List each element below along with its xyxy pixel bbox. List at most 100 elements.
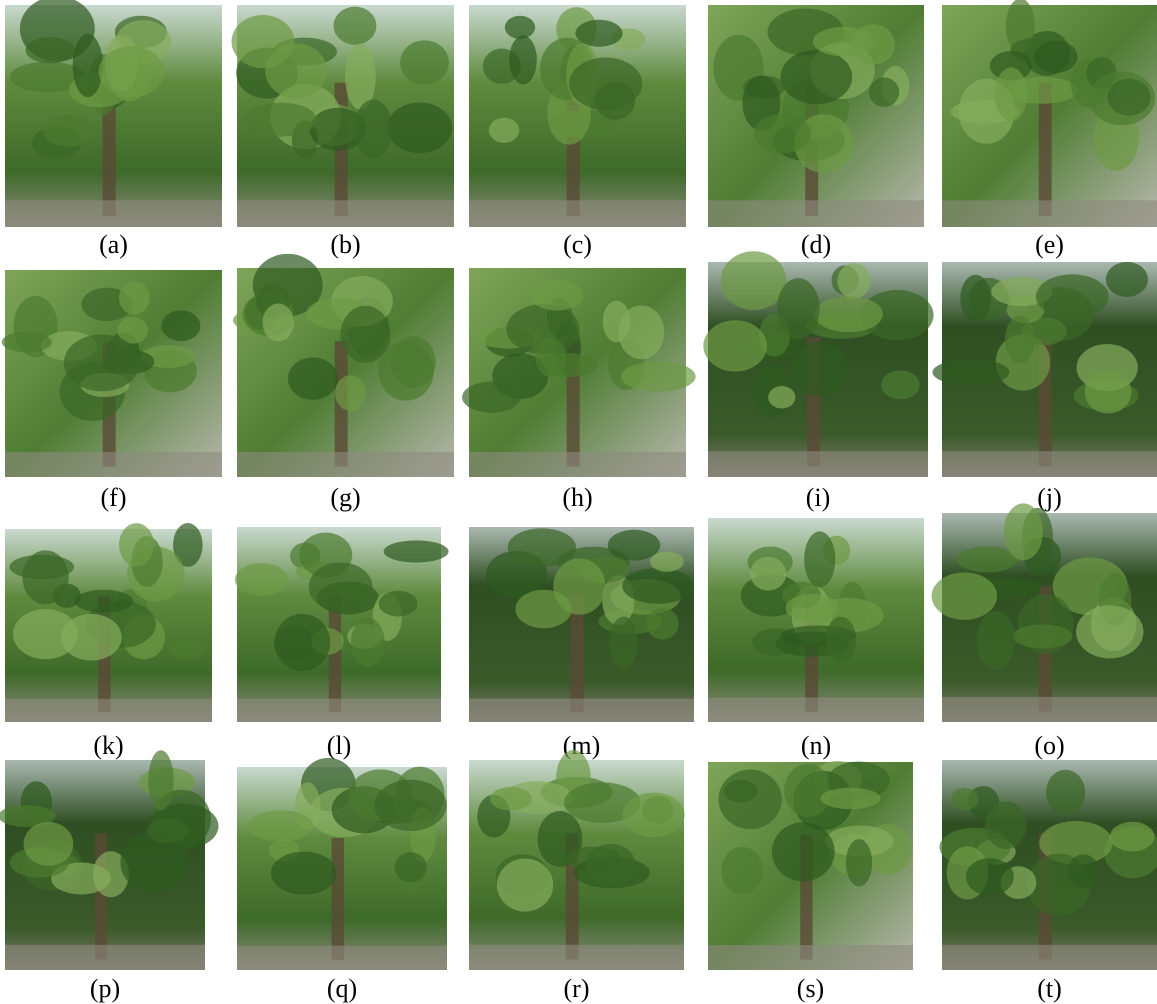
foliage bbox=[960, 274, 991, 322]
trunk bbox=[102, 82, 116, 216]
foliage bbox=[507, 528, 577, 567]
foliage bbox=[585, 843, 636, 887]
ground bbox=[237, 698, 441, 722]
panel-label: (s) bbox=[797, 974, 824, 1003]
photo bbox=[469, 749, 685, 970]
panel-label: (c) bbox=[563, 230, 592, 259]
foliage bbox=[74, 589, 133, 613]
foliage bbox=[1012, 624, 1073, 649]
foliage bbox=[340, 305, 391, 363]
panel-label: (a) bbox=[99, 230, 128, 259]
panel-label: (k) bbox=[93, 731, 123, 760]
foliage bbox=[12, 609, 78, 660]
foliage bbox=[790, 341, 848, 397]
foliage bbox=[335, 375, 366, 411]
foliage bbox=[1045, 769, 1086, 815]
panel-label: (e) bbox=[1035, 230, 1064, 259]
panel-label: (p) bbox=[90, 974, 120, 1003]
ground bbox=[942, 451, 1157, 477]
foliage bbox=[718, 769, 782, 830]
panel-label: (i) bbox=[806, 483, 831, 512]
foliage bbox=[504, 15, 536, 39]
foliage bbox=[569, 57, 643, 110]
foliage bbox=[274, 613, 331, 671]
photo bbox=[462, 268, 696, 477]
foliage bbox=[771, 822, 835, 882]
foliage bbox=[618, 305, 665, 360]
foliage bbox=[646, 607, 679, 640]
foliage bbox=[650, 551, 684, 572]
foliage bbox=[851, 24, 895, 65]
foliage bbox=[804, 531, 836, 588]
panel-label: (g) bbox=[330, 483, 360, 512]
ground bbox=[237, 945, 447, 970]
photo bbox=[469, 5, 686, 227]
photo bbox=[939, 760, 1157, 970]
trunk bbox=[331, 838, 345, 960]
foliage bbox=[146, 818, 189, 843]
foliage bbox=[262, 303, 294, 342]
foliage bbox=[976, 611, 1015, 670]
foliage bbox=[374, 779, 447, 831]
photo bbox=[708, 5, 924, 227]
foliage bbox=[1107, 78, 1151, 116]
foliage bbox=[785, 593, 839, 622]
foliage bbox=[351, 617, 385, 667]
foliage bbox=[72, 33, 103, 98]
photo bbox=[932, 261, 1157, 477]
foliage bbox=[141, 345, 196, 368]
foliage bbox=[1034, 40, 1078, 74]
foliage bbox=[168, 638, 207, 660]
foliage bbox=[345, 43, 376, 110]
foliage bbox=[309, 107, 367, 151]
photo bbox=[708, 760, 913, 970]
foliage bbox=[535, 337, 567, 377]
foliage bbox=[607, 529, 661, 561]
foliage bbox=[1084, 370, 1132, 414]
foliage bbox=[768, 386, 796, 409]
ground bbox=[942, 944, 1157, 970]
foliage bbox=[753, 113, 811, 154]
foliage bbox=[400, 40, 449, 85]
foliage bbox=[387, 102, 453, 154]
panel-label: (b) bbox=[330, 230, 360, 259]
foliage bbox=[231, 15, 295, 69]
foliage bbox=[270, 851, 337, 895]
trunk bbox=[1038, 82, 1052, 216]
foliage bbox=[703, 320, 768, 372]
foliage bbox=[173, 523, 203, 567]
ground bbox=[237, 451, 454, 477]
foliage bbox=[489, 786, 532, 811]
foliage bbox=[1, 331, 52, 353]
foliage bbox=[25, 36, 76, 64]
foliage bbox=[496, 858, 554, 912]
foliage bbox=[383, 540, 449, 563]
photo bbox=[1, 270, 222, 477]
foliage bbox=[462, 381, 521, 413]
foliage bbox=[780, 49, 853, 105]
foliage bbox=[119, 523, 154, 567]
foliage bbox=[784, 764, 832, 818]
foliage bbox=[515, 589, 572, 629]
foliage bbox=[0, 805, 56, 828]
ground bbox=[469, 451, 686, 477]
foliage bbox=[509, 35, 537, 85]
ground bbox=[469, 944, 684, 970]
panel-label: (r) bbox=[564, 974, 590, 1003]
foliage bbox=[868, 77, 900, 107]
ground bbox=[469, 698, 694, 722]
foliage bbox=[950, 787, 979, 811]
foliage bbox=[63, 334, 140, 392]
foliage bbox=[820, 787, 881, 810]
foliage bbox=[60, 613, 122, 661]
photo bbox=[5, 0, 222, 227]
foliage bbox=[530, 279, 584, 311]
panel-label: (q) bbox=[327, 974, 357, 1003]
ground bbox=[942, 696, 1157, 722]
foliage bbox=[932, 359, 1010, 386]
foliage bbox=[881, 370, 920, 400]
foliage bbox=[1004, 315, 1035, 364]
foliage bbox=[845, 839, 873, 887]
trunk bbox=[95, 833, 107, 960]
foliage bbox=[621, 361, 696, 392]
